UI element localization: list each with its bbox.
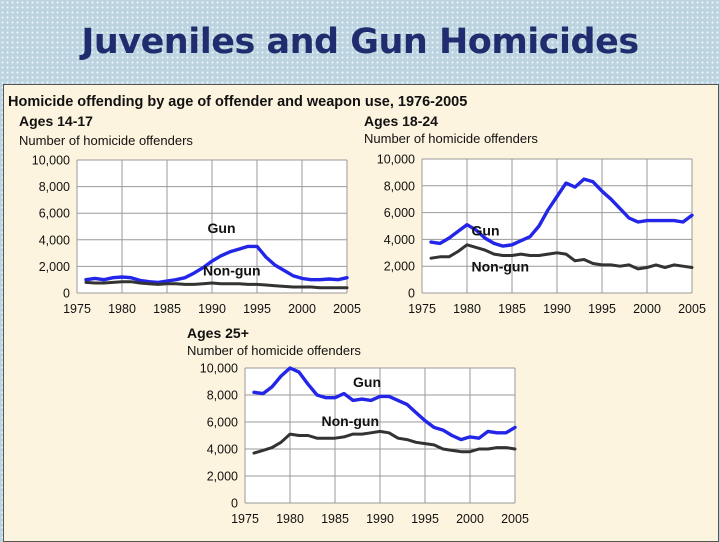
x-tick-label: 1980	[453, 302, 481, 316]
series-label: Gun	[353, 374, 381, 390]
series-label: Non-gun	[203, 263, 261, 279]
x-tick-label: 1985	[321, 512, 349, 526]
chart-title: Ages 25+	[187, 325, 249, 341]
y-tick-label: 2,000	[384, 260, 415, 274]
x-tick-label: 2000	[633, 302, 661, 316]
x-tick-label: 2005	[501, 512, 529, 526]
y-tick-label: 8,000	[207, 389, 238, 403]
y-tick-label: 8,000	[39, 180, 70, 194]
nongun-series-line	[84, 280, 349, 290]
y-tick-label: 0	[408, 287, 415, 301]
x-tick-label: 1975	[231, 512, 259, 526]
series-label: Gun	[208, 220, 236, 236]
series-label: Gun	[472, 222, 500, 238]
y-axis-label: Number of homicide offenders	[364, 131, 538, 146]
x-tick-label: 2005	[678, 302, 706, 316]
x-tick-label: 1990	[543, 302, 571, 316]
nongun-series-line	[429, 243, 694, 271]
x-tick-label: 1980	[276, 512, 304, 526]
x-tick-label: 1980	[108, 302, 136, 316]
figure-title: Homicide offending by age of offender an…	[8, 94, 467, 110]
y-axis-label: Number of homicide offenders	[19, 133, 193, 148]
y-tick-label: 10,000	[200, 362, 238, 376]
x-tick-label: 1985	[153, 302, 181, 316]
series-label: Non-gun	[322, 413, 380, 429]
gun-series-line	[252, 366, 517, 442]
chart-title: Ages 18-24	[364, 113, 438, 129]
y-tick-label: 10,000	[32, 154, 70, 168]
x-tick-label: 1985	[498, 302, 526, 316]
y-tick-label: 2,000	[207, 470, 238, 484]
x-tick-label: 1990	[366, 512, 394, 526]
y-tick-label: 6,000	[384, 206, 415, 220]
x-tick-label: 1975	[408, 302, 436, 316]
slide-title: Juveniles and Gun Homicides	[81, 22, 639, 62]
x-tick-label: 2000	[456, 512, 484, 526]
y-tick-label: 0	[63, 287, 70, 301]
y-tick-label: 4,000	[384, 233, 415, 247]
chart-title: Ages 14-17	[19, 113, 93, 129]
x-tick-label: 1990	[198, 302, 226, 316]
gun-series-line	[429, 177, 694, 248]
y-tick-label: 6,000	[39, 207, 70, 221]
x-tick-label: 1995	[243, 302, 271, 316]
series-label: Non-gun	[472, 259, 530, 275]
x-tick-label: 1975	[63, 302, 91, 316]
x-tick-label: 2000	[288, 302, 316, 316]
y-tick-label: 6,000	[207, 416, 238, 430]
y-tick-label: 2,000	[39, 260, 70, 274]
y-tick-label: 0	[231, 497, 238, 511]
y-tick-label: 10,000	[377, 153, 415, 167]
gun-series-line	[84, 244, 349, 285]
nongun-series-line	[252, 429, 517, 455]
y-axis-label: Number of homicide offenders	[187, 343, 361, 358]
y-tick-label: 8,000	[384, 179, 415, 193]
x-tick-label: 1995	[411, 512, 439, 526]
x-tick-label: 1995	[588, 302, 616, 316]
x-tick-label: 2005	[333, 302, 361, 316]
y-tick-label: 4,000	[39, 233, 70, 247]
y-tick-label: 4,000	[207, 443, 238, 457]
